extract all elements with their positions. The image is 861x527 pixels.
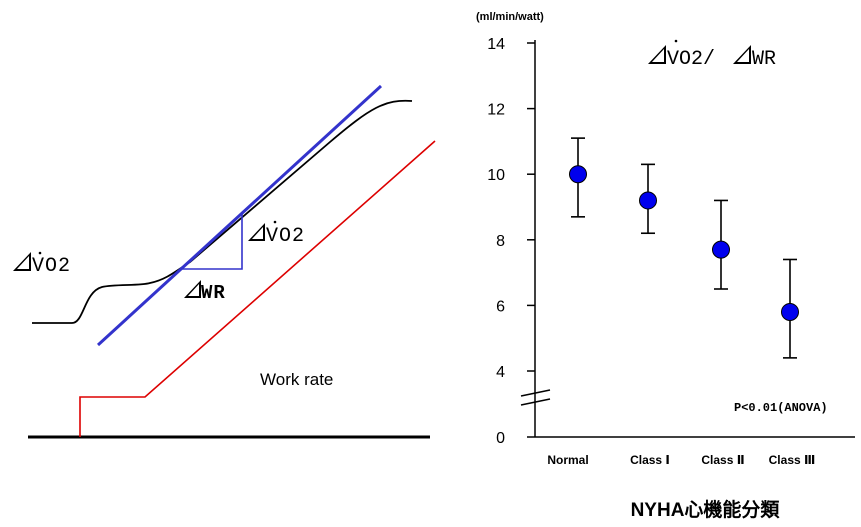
chart-title: VO2/WR: [648, 39, 776, 71]
data-point: [712, 240, 730, 259]
delta-symbol-icon: [248, 223, 265, 241]
y-tick-label: 6: [496, 298, 505, 315]
delta-symbol-icon: [13, 252, 31, 271]
vo2-label: VO2: [13, 251, 71, 278]
wr-label-text: WR: [201, 282, 226, 304]
y-tick-label: 8: [496, 233, 505, 250]
tangent-line: [96, 84, 383, 347]
chart-title-text: VO2/WR: [667, 48, 776, 71]
delta-wr-label: WR: [184, 280, 226, 304]
delta-vo2-label-text: VO2: [266, 225, 305, 248]
data-marks: [569, 137, 799, 359]
vo2-response-curve: [32, 99, 413, 324]
x-axis-label: NYHA心機能分類: [631, 498, 781, 521]
delta-symbol-icon: [733, 45, 751, 64]
y-tick-label: 14: [487, 36, 505, 53]
title-part: WR: [752, 48, 776, 71]
x-tick-label: Normal: [547, 453, 588, 467]
delta-symbol-icon: [648, 45, 666, 64]
x-tick-label: Class Ⅲ: [769, 453, 816, 467]
data-point: [781, 302, 799, 321]
axis-break-mark: [520, 398, 551, 406]
vo2-label-text: VO2: [32, 255, 71, 278]
dot-accent-icon: [273, 220, 277, 224]
anova-annotation: P<0.01(ANOVA): [734, 401, 828, 415]
work-rate-line: [79, 140, 436, 437]
delta-symbol-icon: [184, 280, 201, 298]
y-tick-label: 4: [496, 364, 505, 381]
data-point: [569, 165, 587, 184]
chart-panel: (ml/min/watt) VO2/WR 0 4 6 8 10 12 14 Normal Cl…: [476, 11, 855, 521]
x-ticks: Normal Class Ⅰ Class Ⅱ Class Ⅲ: [547, 453, 815, 467]
y-axis-unit-label: (ml/min/watt): [476, 11, 544, 23]
x-tick-label: Class Ⅰ: [630, 453, 670, 467]
y-tick-label: 0: [496, 430, 505, 447]
dot-accent-icon: [38, 251, 42, 255]
delta-vo2-label: VO2: [248, 220, 305, 248]
slope-triangle: [182, 214, 243, 270]
axis-break-mark: [520, 389, 551, 397]
x-tick-label: Class Ⅱ: [701, 453, 744, 467]
y-tick-label: 10: [487, 167, 505, 184]
y-ticks: 0 4 6 8 10 12 14: [487, 36, 535, 447]
title-part: VO2/: [667, 48, 715, 71]
work-rate-label: Work rate: [260, 370, 333, 389]
schematic-panel: VO2 VO2 WR Work rate: [13, 84, 436, 439]
dot-accent-icon: [674, 39, 678, 43]
y-tick-label: 12: [487, 102, 505, 119]
data-point: [639, 191, 657, 210]
